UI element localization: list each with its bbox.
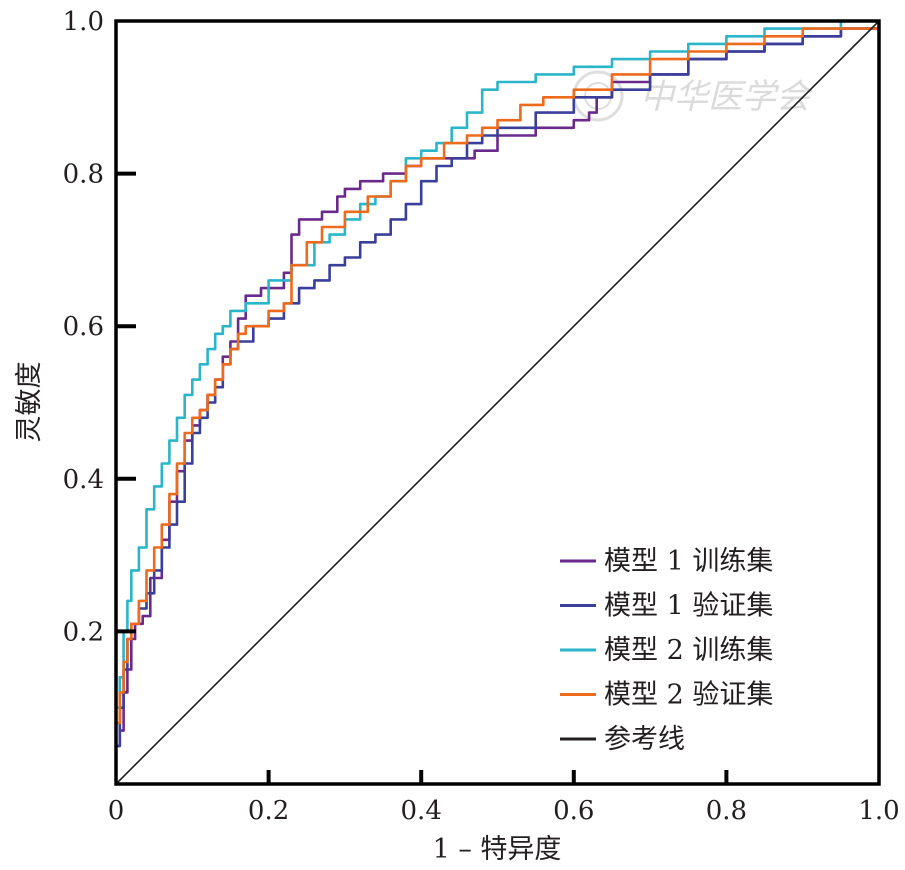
watermark-text: 中华医学会: [640, 77, 814, 117]
legend-label: 模型 2 验证集: [604, 680, 773, 711]
legend-label: 参考线: [604, 724, 685, 755]
watermark: 中华医学会: [572, 70, 814, 122]
plot-frame: [114, 19, 881, 786]
legend-label: 模型 2 训练集: [604, 635, 773, 666]
x-tick-label: 0: [108, 796, 125, 826]
y-axis-title: 灵敏度: [14, 362, 45, 443]
x-axis: 0 0.2 0.4 0.6 0.8 1.0: [108, 770, 900, 826]
series-line-5: [115, 20, 880, 785]
x-tick-label: 0.8: [706, 796, 747, 826]
x-tick-label: 0.4: [401, 796, 442, 826]
x-axis-title: 1 – 特异度: [433, 834, 562, 865]
series-line-4: [116, 21, 881, 725]
x-tick-label: 0.6: [553, 796, 594, 826]
y-tick-label: 0.8: [63, 160, 104, 190]
legend-label: 模型 1 训练集: [604, 546, 773, 577]
y-tick-label: 0.6: [63, 312, 104, 342]
series-line-2: [116, 21, 881, 748]
x-tick-label: 1.0: [858, 796, 899, 826]
x-tick-label: 0.2: [248, 796, 289, 826]
y-tick-label: 0.4: [63, 465, 104, 495]
series-group: [115, 19, 881, 785]
y-axis: 0.2 0.4 0.6 0.8 1.0: [63, 7, 136, 647]
y-tick-label: 1.0: [63, 7, 104, 37]
legend-label: 模型 1 验证集: [604, 591, 773, 622]
y-tick-label: 0.2: [63, 617, 104, 647]
